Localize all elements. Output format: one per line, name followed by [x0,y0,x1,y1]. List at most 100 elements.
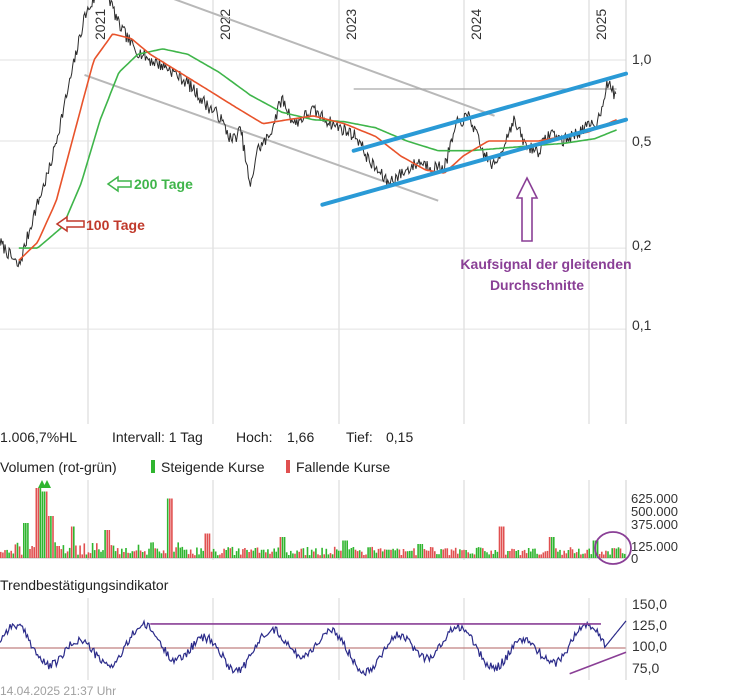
volume-bar [436,554,438,558]
high-label: Hoch: [236,429,273,445]
ma200-label: 200 Tage [134,176,193,192]
volume-bar [482,548,484,558]
volume-bar [590,554,593,558]
volume-bar [254,548,257,558]
volume-bar [64,553,67,558]
volume-bar [454,547,457,558]
osc-tick-label: 75,0 [632,660,659,676]
volume-bar [442,549,444,558]
volume-bar [152,542,154,558]
price-line [0,0,617,268]
volume-bar [584,553,586,558]
low-value: 0,15 [386,429,413,445]
volume-bar [486,552,488,558]
signal-arrow-icon [515,176,539,242]
volume-bar [615,548,618,558]
volume-bar [260,549,263,558]
volume-bar [294,553,296,558]
signal-annotation: Kaufsignal der gleitenden Durchschnitte [460,176,632,293]
volume-bar [502,526,505,558]
volume-bar [473,554,476,558]
year-label: 2022 [217,9,233,40]
volume-bar [336,549,338,558]
volume-bar [256,547,259,558]
volume-bar [402,549,405,558]
volume-bar [210,551,213,558]
volume-bar [148,548,150,558]
volume-bar [131,551,134,558]
volume-bar [538,554,540,558]
volume-bar [536,553,538,558]
volume-bar [292,553,294,558]
oscillator-line [0,619,627,677]
volume-bar [596,540,599,558]
volume-bar [379,548,382,558]
volume-bar [127,552,129,558]
volume-bar [35,488,38,558]
volume-bar [154,548,156,558]
price-axis-ticks: 1,0 0,5 0,2 0,1 [632,51,652,333]
osc-tick-label: 125,0 [632,617,667,633]
volume-bar [192,553,194,558]
volume-bar [185,549,188,558]
volume-bar [87,552,90,558]
high-value: 1,66 [287,429,314,445]
volume-bar [227,547,229,558]
volume-bar [225,550,227,558]
price-tick-label: 1,0 [632,51,652,67]
volume-bar [173,551,175,558]
volume-bar [459,549,461,558]
volume-bar [43,491,46,558]
volume-bar [25,523,27,558]
volume-bar [194,555,196,558]
volume-bar [548,537,551,558]
price-grid [0,0,627,424]
volume-bar [623,553,626,558]
volume-bar [575,552,578,558]
volume-bar [609,554,611,558]
volume-bar [475,547,478,558]
volume-bar [540,554,542,558]
volume-bar [519,555,522,558]
volume-bar [85,554,88,558]
volume-bar [496,551,499,558]
volume-bar [494,550,497,558]
volume-tick-label: 125.000 [631,539,678,554]
volume-bar [123,552,125,558]
volume-bar [375,552,378,558]
volume-bar [296,550,298,558]
volume-bar [507,551,509,558]
volume-bar [179,547,182,558]
volume-bar [273,548,275,558]
volume-bar [98,549,100,558]
volume-bar [6,549,8,558]
volume-bar [542,552,545,558]
volume-bar [244,548,246,558]
signal-label-line1: Kaufsignal der gleitenden [460,256,631,272]
volume-bar [141,552,144,558]
volume-bar [121,548,123,558]
volume-bar [135,550,138,558]
volume-bar [231,546,234,558]
volume-bar [252,550,255,558]
volume-bar [164,553,167,558]
volume-bar [240,554,242,558]
volume-bar [569,547,572,558]
volume-bar [14,544,17,558]
volume-bar [281,537,284,558]
volume-bar [96,543,98,558]
volume-bar [315,548,317,558]
volume-bar [438,554,440,558]
volume-bar [108,530,111,558]
price-tick-label: 0,5 [632,133,652,149]
volume-bar [162,550,165,558]
volume-bar [352,547,355,558]
volume-bar [271,551,273,558]
volume-bar [308,555,311,558]
volume-bar [125,548,127,558]
volume-bar [534,548,536,558]
volume-bar [396,548,399,558]
volume-bar [229,548,232,558]
volume-bar [10,550,12,558]
volume-bar [427,550,430,558]
